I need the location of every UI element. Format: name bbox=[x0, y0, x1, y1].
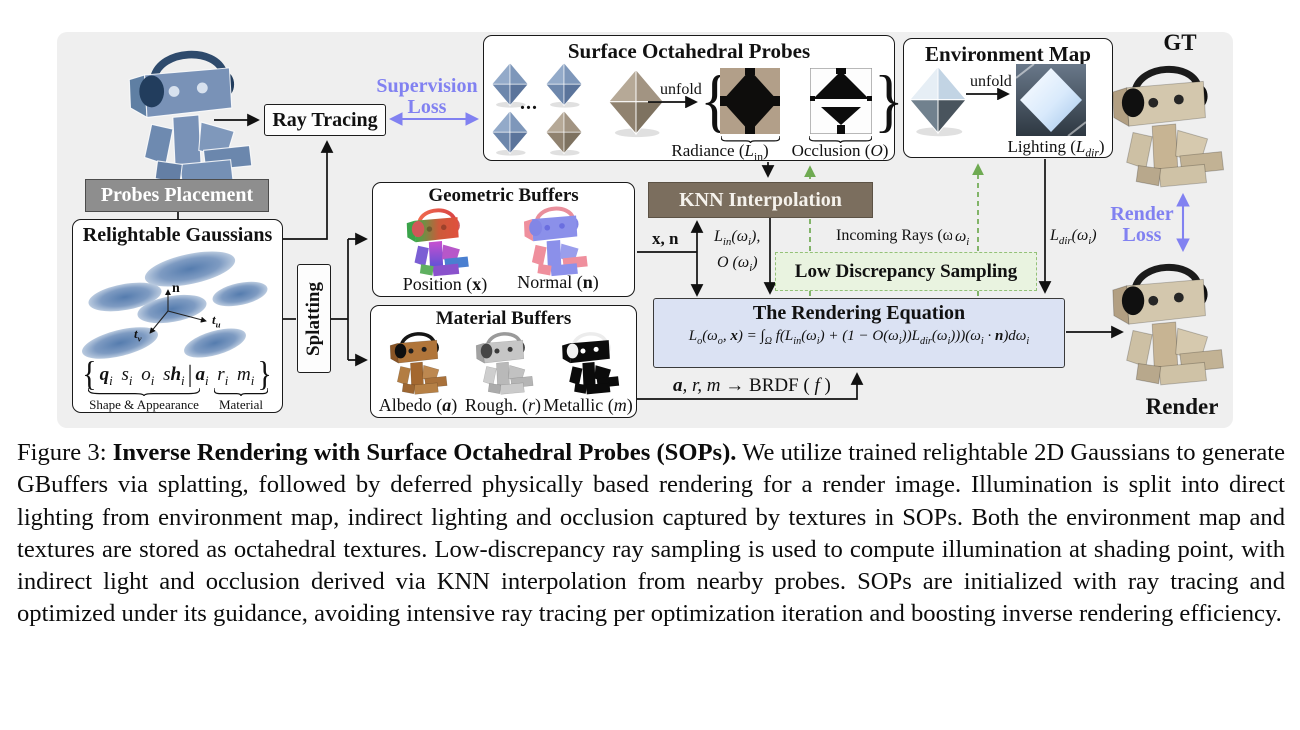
shape-appearance-params: qi si oi shi bbox=[99, 364, 185, 388]
relightable-gaussians-title: Relightable Gaussians bbox=[82, 224, 273, 246]
sop-title: Surface Octahedral Probes bbox=[567, 39, 811, 63]
knn-interpolation-box: KNN Interpolation bbox=[648, 182, 873, 218]
figure-number: Figure 3: bbox=[17, 439, 113, 466]
normal-label: Normal (n) bbox=[517, 272, 599, 292]
caption-body: We utilize trained relightable 2D Gaussi… bbox=[17, 439, 1285, 628]
lighting-texture-image bbox=[1016, 64, 1086, 136]
rendering-equation-box: The Rendering Equation Lo(ωo, x) = ∫Ω f(… bbox=[653, 298, 1065, 368]
gaussian-robot-image bbox=[112, 42, 262, 188]
ray-tracing-box: Ray Tracing bbox=[264, 104, 386, 136]
render-label: Render bbox=[1145, 394, 1219, 419]
radiance-label: Radiance (Lin) bbox=[671, 141, 769, 164]
material-label: Material bbox=[218, 397, 264, 412]
render-robot-image bbox=[1096, 256, 1234, 388]
geometric-buffers-title: Geometric Buffers bbox=[428, 185, 579, 206]
rendering-equation-formula: Lo(ωo, x) = ∫Ω f(Lin(ωi) + (1 − O(ωi))Ld… bbox=[688, 328, 1030, 347]
normal-buffer-image bbox=[512, 202, 596, 278]
splatting-label: Splatting bbox=[303, 281, 325, 356]
material-params: ai ri mi bbox=[195, 364, 255, 388]
shape-appearance-label: Shape & Appearance bbox=[89, 397, 199, 412]
brdf-label: a, r, m → BRDF ( f ) bbox=[673, 375, 831, 396]
incoming-rays-label: Incoming Rays (ωi) bbox=[836, 227, 962, 247]
occlusion-label: Occlusion (O) bbox=[791, 141, 889, 160]
lighting-label: Lighting (Ldir) bbox=[1007, 137, 1105, 160]
gt-robot-image bbox=[1096, 58, 1234, 190]
environment-map-title: Environment Map bbox=[925, 42, 1091, 66]
metallic-label: Metallic (m) bbox=[543, 395, 633, 415]
radiance-texture-image bbox=[720, 68, 780, 134]
occlusion-underbrace bbox=[809, 136, 872, 143]
axis-n-label: n bbox=[172, 281, 180, 296]
ldir-flow-label: Ldir(ωi) bbox=[1050, 227, 1097, 248]
params-open-brace: { bbox=[82, 355, 97, 394]
albedo-label: Albedo (a) bbox=[378, 395, 458, 415]
texture-close-brace: } bbox=[874, 62, 904, 140]
environment-octahedron-image bbox=[906, 64, 970, 138]
axis-tv-label: tv bbox=[134, 326, 142, 344]
env-unfold-label: unfold bbox=[970, 73, 1012, 90]
omega-flow-label: ωi bbox=[952, 228, 973, 248]
probes-ellipsis: ... bbox=[520, 92, 538, 114]
axis-tu-label: tu bbox=[212, 312, 221, 330]
sop-unfold-label: unfold bbox=[660, 81, 702, 98]
shape-underbrace bbox=[88, 388, 200, 396]
metallic-buffer-image bbox=[550, 328, 628, 396]
occlusion-texture-image bbox=[810, 68, 872, 134]
gaussian-parameters: { qi si oi shi | ai ri mi } bbox=[76, 355, 278, 394]
env-unfold-arrow bbox=[966, 88, 1010, 100]
supervision-loss-label: Supervision Loss bbox=[376, 75, 478, 118]
params-close-brace: } bbox=[257, 355, 272, 394]
occlusion-flow-label: O (ωi) bbox=[717, 254, 758, 275]
radiance-underbrace bbox=[721, 136, 780, 143]
figure-caption: Figure 3: Inverse Rendering with Surface… bbox=[17, 437, 1285, 631]
low-discrepancy-sampling-box: Low Discrepancy Sampling bbox=[775, 252, 1037, 291]
material-buffers-title: Material Buffers bbox=[435, 308, 572, 329]
probe-octahedron-icon-selected bbox=[543, 110, 585, 156]
params-separator: | bbox=[187, 361, 193, 388]
splatting-box: Splatting bbox=[297, 264, 331, 373]
position-label: Position (x) bbox=[402, 274, 488, 294]
rough-label: Rough. (r) bbox=[464, 395, 541, 415]
gaussian-ellipses-image bbox=[82, 251, 268, 359]
caption-bold-title: Inverse Rendering with Surface Octahedra… bbox=[112, 439, 737, 466]
material-underbrace bbox=[214, 388, 268, 396]
probe-octahedron-icon bbox=[489, 110, 531, 156]
gt-label: GT bbox=[1163, 30, 1197, 55]
albedo-buffer-image bbox=[378, 328, 456, 396]
render-loss-label: Render Loss bbox=[1110, 203, 1174, 246]
sop-unfold-arrow bbox=[648, 96, 698, 108]
roughness-buffer-image bbox=[464, 328, 542, 396]
lin-flow-label: Lin(ωi), bbox=[714, 228, 761, 249]
probes-placement-box: Probes Placement bbox=[85, 179, 269, 212]
probe-octahedron-icon bbox=[543, 62, 585, 108]
rendering-equation-title: The Rendering Equation bbox=[752, 302, 966, 324]
ray-tracing-label: Ray Tracing bbox=[272, 108, 378, 131]
xn-flow-label: x, n bbox=[652, 229, 679, 248]
position-buffer-image bbox=[395, 204, 477, 278]
